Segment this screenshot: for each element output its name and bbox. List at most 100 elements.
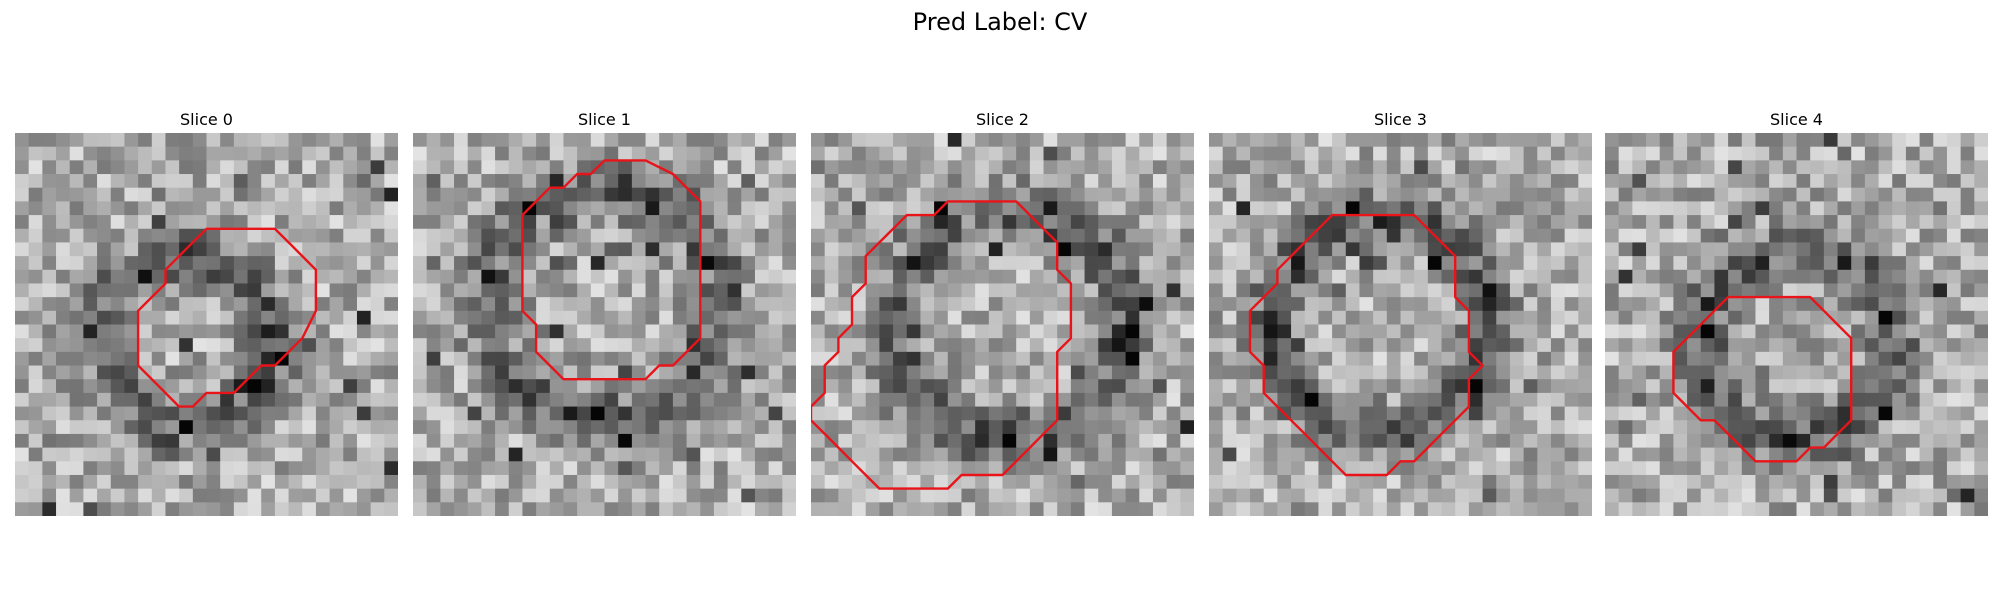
image-pixel — [1797, 325, 1811, 339]
image-pixel — [1578, 256, 1592, 270]
image-pixel — [934, 352, 948, 366]
image-pixel — [343, 434, 357, 448]
image-pixel — [1223, 489, 1237, 503]
image-pixel — [1646, 133, 1660, 147]
image-pixel — [1264, 215, 1278, 229]
image-pixel — [1167, 448, 1181, 462]
image-pixel — [879, 393, 893, 407]
image-pixel — [509, 338, 523, 352]
image-pixel — [1085, 352, 1099, 366]
image-pixel — [1961, 160, 1975, 174]
image-pixel — [1236, 502, 1250, 516]
image-pixel — [207, 297, 221, 311]
image-pixel — [1264, 188, 1278, 202]
image-pixel — [1305, 352, 1319, 366]
image-pixel — [1359, 283, 1373, 297]
image-pixel — [1578, 242, 1592, 256]
image-pixel — [165, 366, 179, 380]
image-pixel — [522, 215, 536, 229]
image-pixel — [1044, 366, 1058, 380]
image-pixel — [440, 283, 454, 297]
image-pixel — [879, 188, 893, 202]
panel-title-slice-3: Slice 3 — [1209, 110, 1592, 129]
image-pixel — [302, 461, 316, 475]
image-pixel — [384, 338, 398, 352]
image-pixel — [975, 229, 989, 243]
image-pixel — [97, 297, 111, 311]
image-pixel — [1824, 379, 1838, 393]
image-pixel — [384, 352, 398, 366]
image-pixel — [1250, 502, 1264, 516]
image-pixel — [1332, 352, 1346, 366]
image-pixel — [1646, 434, 1660, 448]
image-pixel — [1126, 379, 1140, 393]
image-pixel — [1483, 160, 1497, 174]
image-pixel — [673, 283, 687, 297]
image-pixel — [138, 434, 152, 448]
image-pixel — [1126, 502, 1140, 516]
image-pixel — [1442, 201, 1456, 215]
image-pixel — [1098, 352, 1112, 366]
image-pixel — [275, 242, 289, 256]
image-pixel — [782, 475, 796, 489]
image-pixel — [1687, 174, 1701, 188]
image-pixel — [1428, 366, 1442, 380]
image-pixel — [1742, 407, 1756, 421]
image-pixel — [1673, 270, 1687, 284]
image-pixel — [1551, 174, 1565, 188]
image-pixel — [1879, 502, 1893, 516]
image-pixel — [440, 420, 454, 434]
image-pixel — [1714, 270, 1728, 284]
image-pixel — [70, 502, 84, 516]
image-pixel — [1359, 229, 1373, 243]
image-pixel — [755, 229, 769, 243]
image-pixel — [1442, 434, 1456, 448]
image-pixel — [289, 174, 303, 188]
image-pixel — [1824, 160, 1838, 174]
image-pixel — [193, 188, 207, 202]
image-pixel — [1346, 215, 1360, 229]
image-pixel — [1565, 434, 1579, 448]
image-pixel — [152, 229, 166, 243]
image-pixel — [1359, 366, 1373, 380]
image-pixel — [563, 420, 577, 434]
image-pixel — [15, 256, 29, 270]
image-pixel — [1305, 297, 1319, 311]
image-pixel — [70, 407, 84, 421]
image-pixel — [522, 434, 536, 448]
image-pixel — [605, 201, 619, 215]
image-pixel — [413, 311, 427, 325]
image-pixel — [1236, 133, 1250, 147]
image-pixel — [111, 352, 125, 366]
image-pixel — [1469, 475, 1483, 489]
image-pixel — [536, 147, 550, 161]
image-pixel — [1332, 379, 1346, 393]
image-pixel — [948, 201, 962, 215]
image-pixel — [1264, 489, 1278, 503]
image-pixel — [1139, 188, 1153, 202]
image-pixel — [1797, 434, 1811, 448]
image-pixel — [83, 256, 97, 270]
image-pixel — [591, 188, 605, 202]
image-pixel — [1455, 174, 1469, 188]
image-pixel — [275, 448, 289, 462]
image-pixel — [1318, 489, 1332, 503]
image-pixel — [1755, 352, 1769, 366]
image-pixel — [1098, 297, 1112, 311]
image-pixel — [632, 311, 646, 325]
image-pixel — [1632, 338, 1646, 352]
image-pixel — [1851, 174, 1865, 188]
image-pixel — [1139, 270, 1153, 284]
image-pixel — [852, 256, 866, 270]
image-pixel — [1030, 338, 1044, 352]
image-pixel — [1524, 461, 1538, 475]
image-pixel — [42, 133, 56, 147]
image-pixel — [1153, 420, 1167, 434]
image-pixel — [83, 338, 97, 352]
image-pixel — [1003, 393, 1017, 407]
image-pixel — [1401, 502, 1415, 516]
image-pixel — [413, 475, 427, 489]
image-pixel — [1236, 147, 1250, 161]
image-pixel — [755, 325, 769, 339]
image-pixel — [1085, 475, 1099, 489]
